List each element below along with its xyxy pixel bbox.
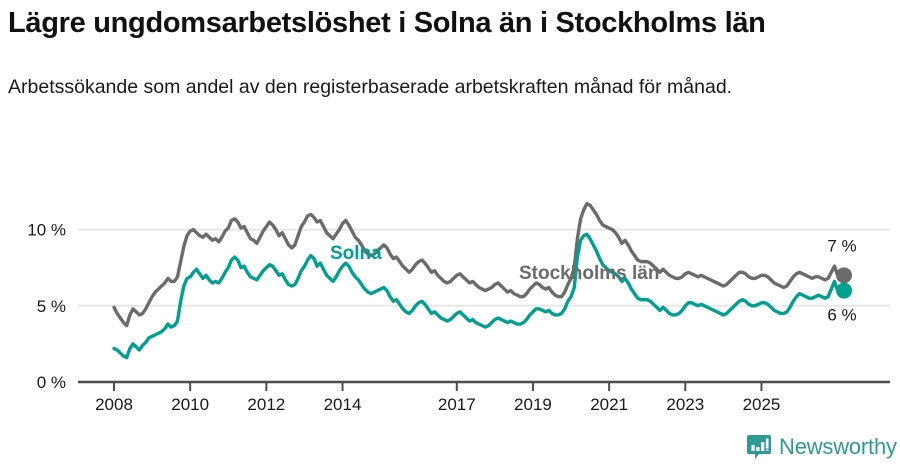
end-value-label-stockholm: 7 % bbox=[827, 236, 856, 255]
x-axis bbox=[78, 380, 890, 391]
end-markers: 7 % 6 % bbox=[827, 236, 856, 324]
x-tick-label: 2017 bbox=[438, 395, 476, 414]
series-line-stockholms-l-n bbox=[112, 202, 846, 328]
y-tick-label: 5 % bbox=[37, 297, 66, 316]
stockholm-inline-label: Stockholms län bbox=[519, 263, 659, 284]
end-value-label-solna: 6 % bbox=[827, 306, 856, 325]
series-lines bbox=[112, 202, 846, 360]
x-tick-label: 2021 bbox=[590, 395, 628, 414]
x-tick-label: 2023 bbox=[666, 395, 704, 414]
x-tick-label: 2025 bbox=[743, 395, 781, 414]
end-dot-solna bbox=[836, 282, 852, 299]
y-tick-label: 10 % bbox=[27, 221, 66, 240]
x-tick-label: 2019 bbox=[514, 395, 552, 414]
end-dot-stockholms-l-n bbox=[836, 267, 852, 284]
series-annotations: Solna Stockholms län bbox=[330, 243, 659, 284]
bar-chart-bubble-icon bbox=[747, 435, 771, 459]
series-line-solna bbox=[112, 232, 846, 360]
logo-wordmark: Newsworthy bbox=[779, 434, 897, 459]
gridlines bbox=[78, 228, 890, 307]
x-tick-label: 2010 bbox=[171, 395, 209, 414]
page-subtitle: Arbetssökande som andel av den registerb… bbox=[8, 76, 733, 98]
y-tick-labels: 0 % 5 % 10 % bbox=[27, 221, 66, 392]
x-tick-label: 2014 bbox=[324, 395, 362, 414]
x-tick-label: 2012 bbox=[247, 395, 285, 414]
x-tick-label: 2008 bbox=[95, 395, 133, 414]
newsworthy-logo[interactable]: Newsworthy bbox=[746, 434, 897, 460]
y-tick-label: 0 % bbox=[37, 373, 66, 392]
x-tick-labels: 2008 2010 2012 2014 2017 2019 2021 2023 2025 bbox=[95, 395, 780, 414]
page-title: Lägre ungdomsarbetslöshet i Solna än i S… bbox=[8, 7, 766, 39]
solna-inline-label: Solna bbox=[330, 243, 382, 264]
